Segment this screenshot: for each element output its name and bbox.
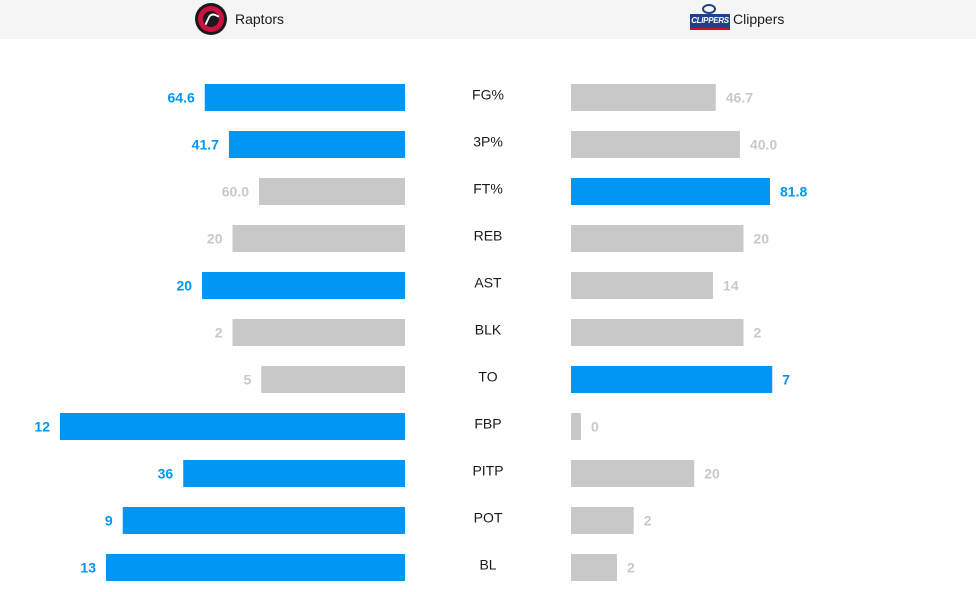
value-clippers-3ppct: 40.0 bbox=[750, 137, 777, 153]
value-raptors-blk: 2 bbox=[215, 325, 223, 341]
bar-clippers-ftpct bbox=[571, 178, 771, 205]
team-clippers: CLIPPERS Clippers bbox=[690, 4, 784, 34]
value-clippers-pot: 2 bbox=[644, 513, 652, 529]
value-clippers-fgpct: 46.7 bbox=[726, 90, 753, 106]
category-label: REB bbox=[474, 228, 503, 244]
bar-clippers-3ppct bbox=[571, 131, 740, 158]
category-label: TO bbox=[478, 369, 497, 385]
bar-clippers-blk bbox=[571, 319, 744, 346]
category-label: FBP bbox=[474, 416, 501, 432]
bar-raptors-to bbox=[261, 366, 405, 393]
bar-clippers-reb bbox=[571, 225, 744, 252]
raptors-logo-icon bbox=[195, 3, 227, 35]
value-raptors-pitp: 36 bbox=[158, 466, 174, 482]
value-clippers-reb: 20 bbox=[754, 231, 770, 247]
value-raptors-fbp: 12 bbox=[34, 419, 50, 435]
bar-clippers-ast bbox=[571, 272, 714, 299]
bar-clippers-bl bbox=[571, 554, 617, 581]
bar-raptors-bl bbox=[106, 554, 405, 581]
category-label: FG% bbox=[472, 87, 504, 103]
value-raptors-reb: 20 bbox=[207, 231, 223, 247]
bar-raptors-ftpct bbox=[259, 178, 405, 205]
header-bar: Raptors CLIPPERS Clippers bbox=[0, 0, 976, 39]
bar-raptors-fbp bbox=[60, 413, 405, 440]
value-clippers-fbp: 0 bbox=[591, 419, 599, 435]
bar-raptors-pot bbox=[122, 507, 406, 534]
bar-raptors-reb bbox=[232, 225, 405, 252]
category-label: PITP bbox=[472, 463, 503, 479]
value-raptors-ast: 20 bbox=[176, 278, 192, 294]
team-name-left: Raptors bbox=[235, 11, 285, 27]
value-clippers-ast: 14 bbox=[723, 278, 739, 294]
category-label: FT% bbox=[473, 181, 503, 197]
value-raptors-ftpct: 60.0 bbox=[222, 184, 249, 200]
value-clippers-to: 7 bbox=[782, 372, 790, 388]
bar-clippers-pitp bbox=[571, 460, 695, 487]
value-clippers-bl: 2 bbox=[627, 560, 635, 576]
value-raptors-3ppct: 41.7 bbox=[192, 137, 219, 153]
value-raptors-to: 5 bbox=[243, 372, 251, 388]
bar-raptors-ast bbox=[202, 272, 405, 299]
bar-raptors-fgpct bbox=[204, 84, 405, 111]
value-clippers-blk: 2 bbox=[754, 325, 762, 341]
value-clippers-pitp: 20 bbox=[704, 466, 720, 482]
team-name-right: Clippers bbox=[733, 11, 785, 27]
category-label: BL bbox=[479, 557, 496, 573]
bar-clippers-fgpct bbox=[571, 84, 716, 111]
value-raptors-bl: 13 bbox=[80, 560, 96, 576]
value-raptors-pot: 9 bbox=[105, 513, 113, 529]
bar-clippers-fbp bbox=[571, 413, 581, 440]
bar-raptors-blk bbox=[232, 319, 405, 346]
team-raptors: Raptors bbox=[195, 3, 285, 35]
value-clippers-ftpct: 81.8 bbox=[780, 184, 807, 200]
bar-clippers-to bbox=[571, 366, 773, 393]
category-label: AST bbox=[474, 275, 502, 291]
value-raptors-fgpct: 64.6 bbox=[168, 90, 195, 106]
category-label: BLK bbox=[475, 322, 502, 338]
bar-raptors-3ppct bbox=[228, 131, 405, 158]
bar-raptors-pitp bbox=[183, 460, 405, 487]
bar-clippers-pot bbox=[571, 507, 634, 534]
clippers-logo-icon: CLIPPERS bbox=[690, 4, 730, 34]
category-label: POT bbox=[474, 510, 503, 526]
category-label: 3P% bbox=[473, 134, 503, 150]
